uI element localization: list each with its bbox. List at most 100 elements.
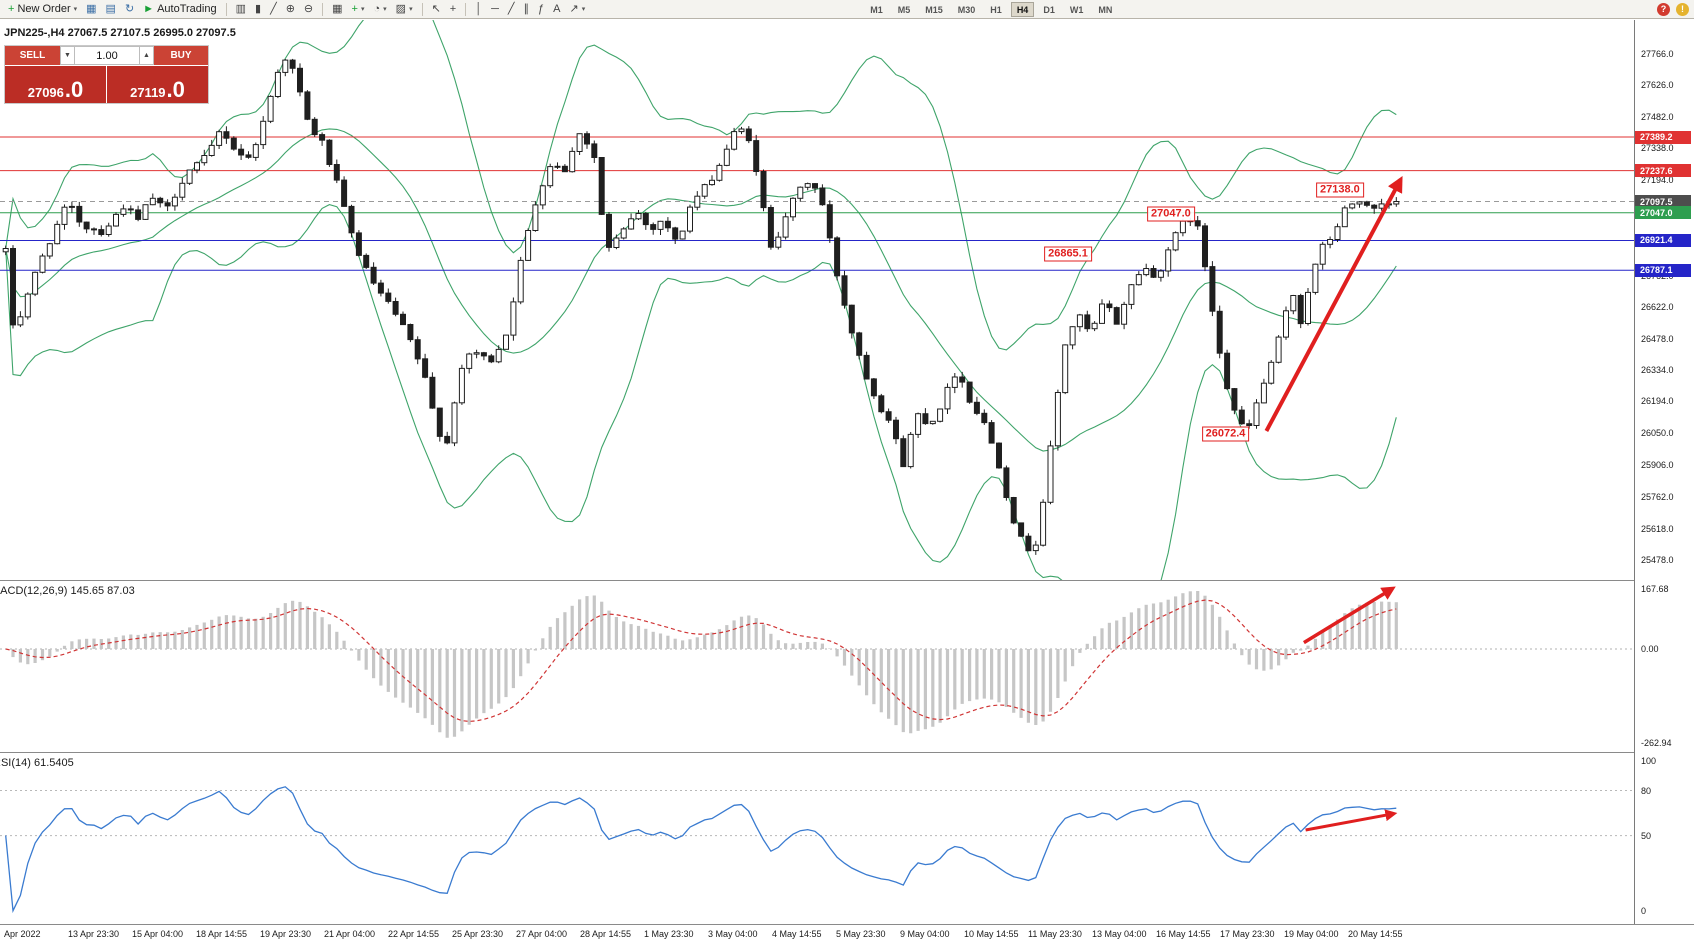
time-label: Apr 2022 [4, 929, 41, 939]
price-axis-tick: 27766.0 [1641, 48, 1674, 59]
new-order-button-label: New Order [17, 3, 71, 15]
price-annotation[interactable]: 26865.1 [1044, 246, 1092, 262]
time-label: 13 Apr 23:30 [68, 929, 120, 939]
time-axis[interactable]: Apr 2022 13 Apr 23:30 15 Apr 04:00 18 Apr 1… [0, 925, 1694, 944]
bar-chart-button[interactable]: ▥ [233, 1, 249, 18]
buy-price-display[interactable]: 27119.0 [107, 66, 208, 103]
timeframe-h4-button[interactable]: H4 [1010, 1, 1035, 17]
price-tag: 26787.1 [1635, 263, 1691, 277]
zoom-in-icon: ⊕ [285, 2, 295, 15]
sell-button[interactable]: SELL [5, 46, 60, 65]
sell-price-display[interactable]: 27096.0 [5, 66, 106, 103]
rsi-pane[interactable]: RSI(14) 61.5405 [0, 753, 1634, 924]
timeframe-m15-button[interactable]: M15 [925, 4, 943, 15]
timeframe-m5-button[interactable]: M5 [897, 4, 911, 15]
price-axis-tick: 26194.0 [1641, 396, 1674, 407]
rsi-chart-canvas[interactable] [0, 753, 1634, 924]
price-axis[interactable]: 27766.027626.027482.027338.027194.027050… [1634, 20, 1694, 924]
autotrading-button[interactable]: ► AutoTrading [140, 1, 219, 18]
timeframe-m1-button[interactable]: M1 [870, 4, 883, 15]
alerts-icon[interactable]: ! [1676, 2, 1689, 16]
time-label: 17 May 23:30 [1220, 929, 1275, 939]
price-axis-tick: 26478.0 [1641, 333, 1674, 344]
arrow-object-icon: ↗ [569, 2, 579, 15]
macd-pane[interactable]: MACD(12,26,9) 145.65 87.03 [0, 581, 1634, 752]
arrows-button[interactable]: ↗ ▾ [567, 1, 589, 18]
clock-icon: ◔ [373, 2, 381, 15]
time-label: 18 Apr 14:55 [196, 929, 248, 939]
price-annotation[interactable]: 27047.0 [1147, 206, 1195, 222]
timeframe-d1-button[interactable]: D1 [1043, 4, 1055, 15]
timeframe-h1-button[interactable]: H1 [990, 4, 1002, 15]
volume-increase-button[interactable]: ▲ [139, 46, 154, 65]
toolbar-separator [322, 2, 324, 16]
line-chart-button[interactable]: ╱ [267, 1, 280, 18]
trendline-icon: ╱ [507, 2, 515, 15]
timeframe-m30-button[interactable]: M30 [957, 4, 976, 15]
pane-divider[interactable] [0, 752, 1694, 753]
zoom-out-button[interactable]: ⊖ [301, 1, 316, 18]
pane-divider [0, 924, 1694, 925]
tile-windows-button[interactable]: ▦ [329, 1, 345, 18]
templates-button[interactable]: ▨ ▾ [393, 1, 416, 18]
one-click-trading-panel: SELL ▼ 1.00 ▲ BUY 27096.0 27119.0 [4, 45, 209, 104]
horizontal-line-button[interactable]: ─ [488, 1, 502, 18]
pane-divider[interactable] [0, 580, 1694, 581]
periods-button[interactable]: ◔ ▾ [370, 1, 389, 18]
timeframe-mn-button[interactable]: MN [1098, 4, 1113, 15]
chart-area: JPN225-,H4 27067.5 27107.5 26995.0 27097… [0, 20, 1694, 944]
line-chart-icon: ╱ [270, 2, 277, 15]
symbol-ohlc-title: JPN225-,H4 27067.5 27107.5 26995.0 27097… [4, 27, 236, 39]
toolbar-separator [225, 2, 227, 16]
price-annotation[interactable]: 27138.0 [1315, 182, 1364, 198]
time-label: 19 Apr 23:30 [260, 929, 312, 939]
help-icon[interactable]: ? [1657, 2, 1670, 16]
buy-button[interactable]: BUY [154, 46, 208, 65]
rsi-axis-label: 0 [1641, 905, 1647, 916]
time-label: 13 May 04:00 [1092, 929, 1147, 939]
new-order-button[interactable]: + New Order ▾ [5, 1, 80, 18]
timeframe-w1-button[interactable]: W1 [1069, 4, 1084, 15]
cursor-button[interactable]: ↖ [429, 1, 444, 18]
toolbar-separator [421, 2, 423, 16]
price-annotation[interactable]: 26072.4 [1201, 426, 1250, 442]
bar-chart-icon: ▥ [235, 2, 246, 15]
time-label: 28 Apr 14:55 [580, 929, 632, 939]
trendline-button[interactable]: ╱ [505, 1, 518, 18]
fibonacci-button[interactable]: ƒ [535, 1, 547, 18]
time-label: 3 May 04:00 [708, 929, 758, 939]
volume-decrease-button[interactable]: ▼ [60, 46, 75, 65]
toolbar-separator [465, 2, 467, 16]
channel-button[interactable]: ∥ [521, 1, 533, 18]
macd-axis-label: 0.00 [1641, 643, 1659, 654]
data-window-button[interactable]: ▤ [103, 1, 119, 18]
dropdown-caret-icon: ▾ [73, 6, 78, 13]
macd-axis-label: -262.94 [1641, 737, 1672, 748]
crosshair-icon: + [449, 2, 457, 15]
time-label: 1 May 23:30 [644, 929, 694, 939]
horizontal-line-icon: ─ [491, 2, 499, 15]
price-axis-tick: 27482.0 [1641, 111, 1674, 122]
rsi-label: RSI(14) 61.5405 [0, 757, 74, 769]
sell-price-big-digits: .0 [64, 77, 84, 102]
market-watch-button[interactable]: ▦ [83, 1, 99, 18]
sell-price-main: 27096 [27, 85, 64, 100]
candlestick-chart-canvas[interactable] [0, 20, 1634, 580]
time-label: 20 May 14:55 [1348, 929, 1403, 939]
macd-chart-canvas[interactable] [0, 581, 1634, 752]
indicators-button[interactable]: + ▾ [349, 1, 368, 18]
time-label: 27 Apr 04:00 [516, 929, 568, 939]
crosshair-button[interactable]: + [447, 1, 459, 18]
volume-input[interactable]: 1.00 [75, 46, 139, 65]
main-chart-pane[interactable]: JPN225-,H4 27067.5 27107.5 26995.0 27097… [0, 20, 1634, 580]
zoom-in-button[interactable]: ⊕ [283, 1, 298, 18]
vertical-line-button[interactable]: │ [472, 1, 485, 18]
template-icon: ▨ [395, 2, 407, 15]
dropdown-caret-icon: ▾ [409, 6, 413, 13]
refresh-button[interactable]: ↻ [122, 1, 137, 18]
time-label: 22 Apr 14:55 [388, 929, 440, 939]
price-axis-tick: 26622.0 [1641, 301, 1674, 312]
candlestick-chart-button[interactable]: ▮ [252, 1, 264, 18]
text-button[interactable]: A [550, 1, 563, 18]
